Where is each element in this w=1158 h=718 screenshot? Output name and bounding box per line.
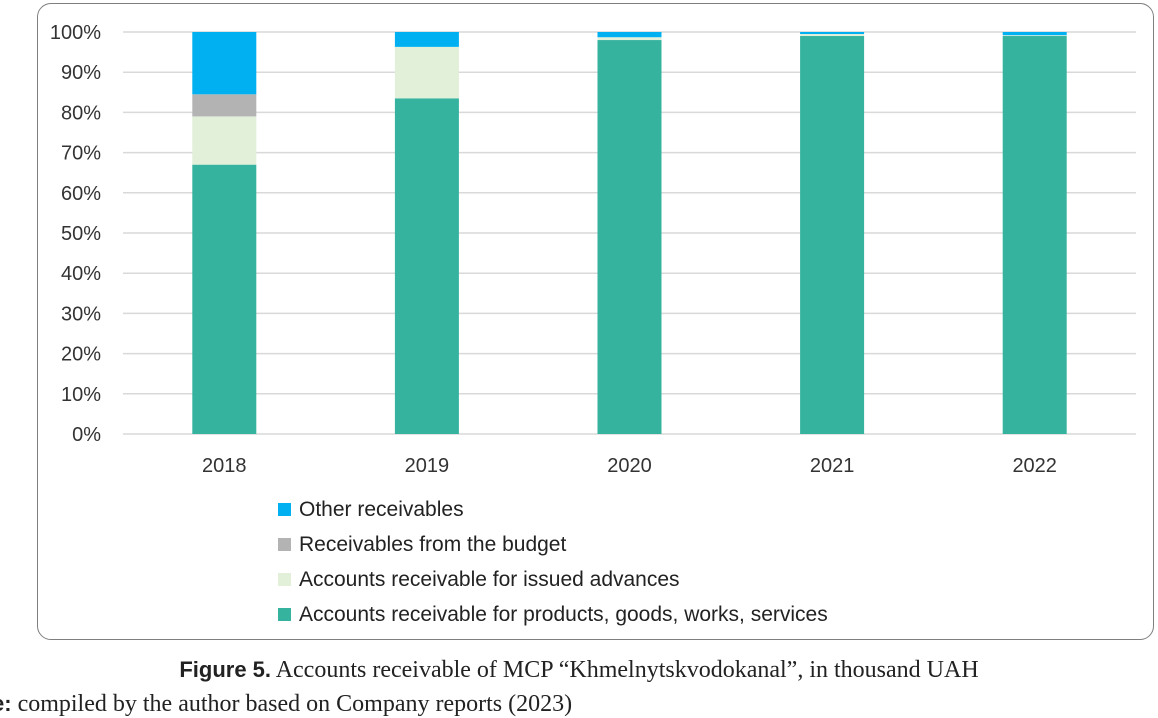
bar-segment [394, 46, 459, 99]
bars [192, 32, 1067, 435]
y-tick-label: 100% [50, 22, 101, 44]
bar-segment [192, 94, 257, 117]
y-tick-label: 60% [61, 183, 101, 205]
bar-segment [192, 32, 257, 95]
legend-item-budget: Receivables from the budget [278, 527, 828, 562]
bar-segment [192, 164, 257, 434]
bar-segment [597, 32, 662, 38]
chart-frame [37, 3, 1154, 640]
x-tick-label: 2021 [810, 455, 855, 477]
legend-item-advances: Accounts receivable for issued advances [278, 562, 828, 597]
x-tick-label: 2020 [607, 455, 652, 477]
legend-swatch [278, 608, 291, 621]
bar-segment [1002, 35, 1067, 37]
y-tick-label: 80% [61, 102, 101, 124]
x-tick-label: 2018 [202, 455, 247, 477]
bar-segment [192, 116, 257, 165]
source-text: compiled by the author based on Company … [11, 691, 573, 717]
y-tick-label: 0% [72, 424, 101, 446]
bar-segment [800, 36, 865, 435]
legend-swatch [278, 573, 291, 586]
bar-segment [800, 32, 865, 35]
bar-segment [394, 98, 459, 434]
y-tick-label: 20% [61, 344, 101, 366]
y-tick-label: 90% [61, 62, 101, 84]
bar-segment [394, 32, 459, 47]
caption-text: Accounts receivable of MCP “Khmelnytskvo… [271, 657, 979, 683]
y-tick-label: 70% [61, 143, 101, 165]
x-tick-label: 2019 [405, 455, 450, 477]
x-tick-label: 2022 [1012, 455, 1057, 477]
legend-label: Accounts receivable for products, goods,… [299, 602, 828, 626]
stacked-bar-chart: 0%10%20%30%40%50%60%70%80%90%100% 2018 20… [50, 22, 1136, 477]
legend-item-other: Other receivables [278, 492, 828, 527]
legend-label: Other receivables [299, 497, 464, 521]
bar-segment [597, 37, 662, 41]
legend-label: Accounts receivable for issued advances [299, 567, 680, 591]
y-axis-ticks: 0% 10% 20% 30% 40% 50% 60% 70% 80% 90% 100% [50, 22, 101, 446]
caption-label: Figure 5. [179, 657, 272, 682]
y-tick-label: 40% [61, 263, 101, 285]
y-tick-label: 50% [61, 223, 101, 245]
legend: Other receivables Receivables from the b… [278, 492, 828, 632]
legend-swatch [278, 538, 291, 551]
bar-segment [597, 40, 662, 434]
legend-label: Receivables from the budget [299, 532, 567, 556]
figure-source: e: compiled by the author based on Compa… [0, 691, 572, 718]
bar-segment [1002, 32, 1067, 36]
y-tick-label: 30% [61, 303, 101, 325]
bar-segment [1002, 36, 1067, 435]
bar-segment [800, 34, 865, 37]
legend-swatch [278, 503, 291, 516]
x-axis-ticks: 2018 2019 2020 2021 2022 [202, 455, 1057, 477]
y-tick-label: 10% [61, 384, 101, 406]
legend-item-products: Accounts receivable for products, goods,… [278, 597, 828, 632]
figure-caption: Figure 5. Accounts receivable of MCP “Kh… [0, 657, 1158, 684]
source-label: e: [0, 691, 12, 716]
